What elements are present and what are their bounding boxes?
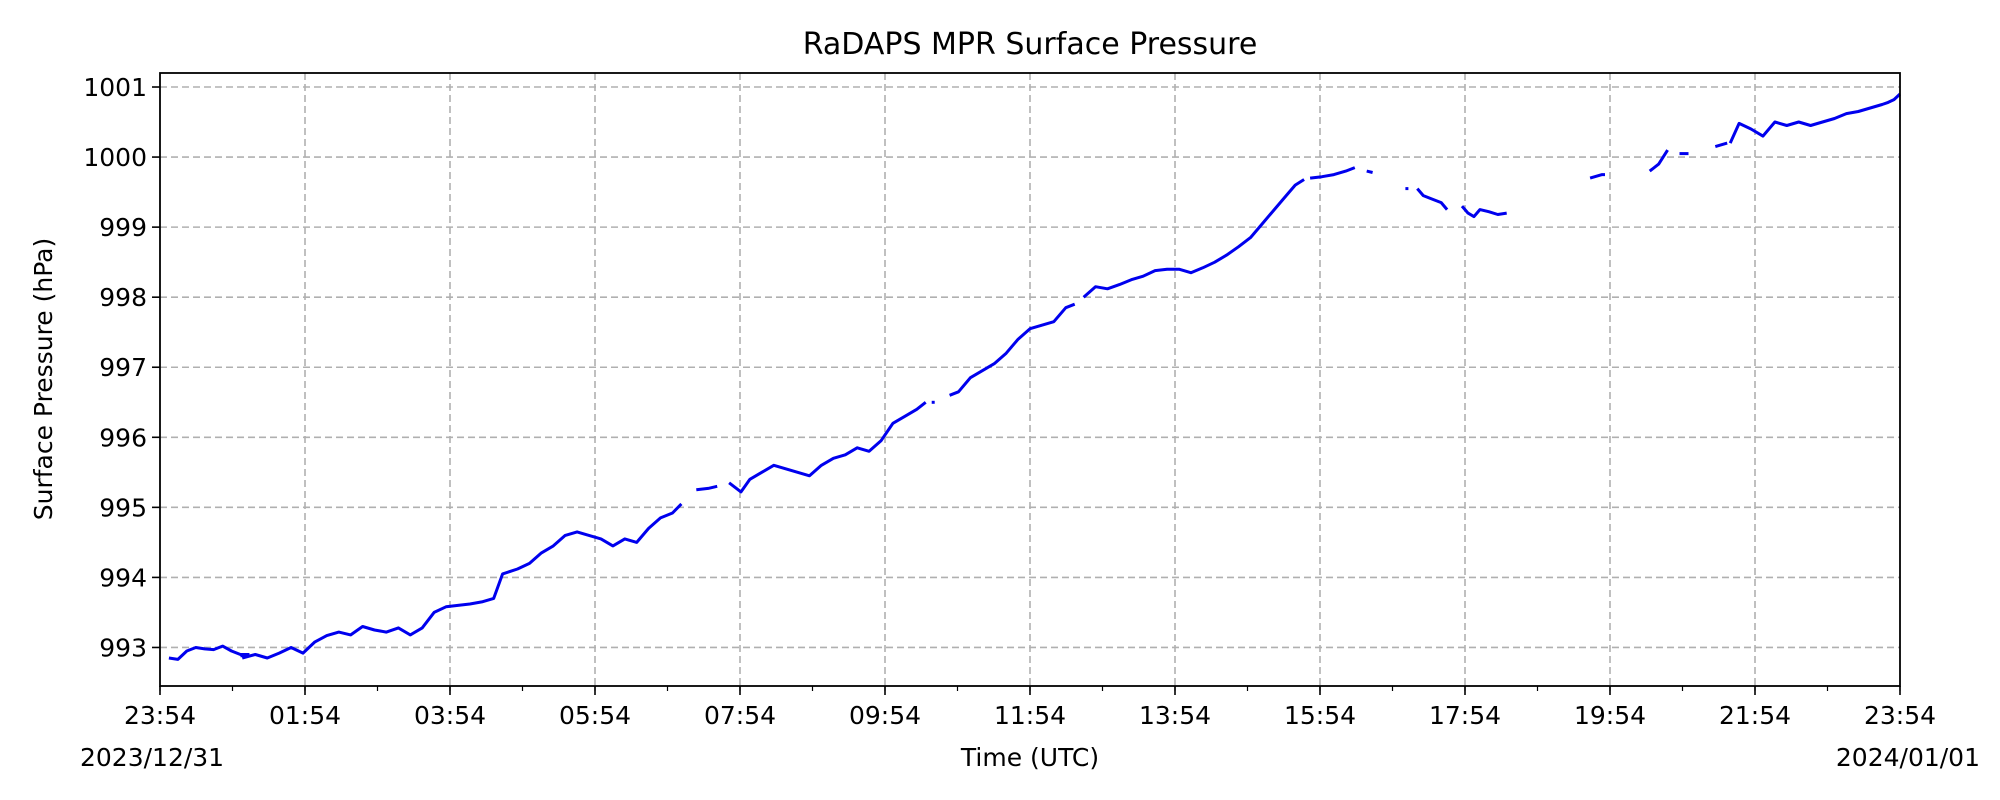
y-tick-label: 998	[99, 283, 147, 312]
series-line-segment	[728, 401, 927, 494]
y-tick-label: 999	[99, 213, 147, 242]
series-line-segment	[168, 644, 250, 661]
series-line-segment	[1728, 92, 1902, 144]
series-line-segment	[1589, 173, 1605, 180]
x-axis-label: Time (UTC)	[960, 743, 1099, 772]
x-start-date-label: 2023/12/31	[80, 743, 224, 772]
x-tick-label: 09:54	[849, 701, 921, 730]
series-pressure	[168, 92, 1902, 661]
series-line-segment	[1309, 166, 1356, 180]
series-line-segment	[1648, 149, 1669, 173]
chart-title: RaDAPS MPR Surface Pressure	[803, 27, 1258, 62]
x-tick-label: 15:54	[1284, 701, 1356, 730]
series-line-segment	[1082, 178, 1305, 299]
y-tick-label: 994	[99, 563, 147, 592]
series-line-segment	[1714, 141, 1728, 149]
series-line-segment	[696, 484, 718, 492]
series-line-segment	[1366, 169, 1373, 174]
series-line-segment	[1460, 205, 1507, 219]
x-tick-label: 01:54	[269, 701, 341, 730]
x-tick-label: 07:54	[704, 701, 776, 730]
y-tick-label: 997	[99, 353, 147, 382]
x-tick-label: 23:54	[1864, 701, 1936, 730]
series-line-segment	[949, 302, 1076, 397]
y-tick-label: 1000	[83, 143, 147, 172]
y-tick-label: 996	[99, 423, 147, 452]
x-tick-label: 11:54	[994, 701, 1066, 730]
x-tick-label: 21:54	[1719, 701, 1791, 730]
x-tick-label: 13:54	[1139, 701, 1211, 730]
axis-ticks: 993 994 995 996 997 998 999 1000 1001 23:54 01:54 0…	[83, 73, 1936, 730]
x-tick-label: 17:54	[1429, 701, 1501, 730]
series-line-segment	[240, 653, 250, 658]
y-axis-label: Surface Pressure (hPa)	[29, 238, 58, 521]
x-end-date-label: 2024/01/01	[1836, 743, 1980, 772]
y-tick-label: 993	[99, 633, 147, 662]
series-line-segment	[241, 502, 683, 660]
y-tick-label: 995	[99, 493, 147, 522]
x-tick-label: 23:54	[124, 701, 196, 730]
x-tick-label: 19:54	[1574, 701, 1646, 730]
y-tick-label: 1001	[83, 73, 147, 102]
x-tick-label: 05:54	[559, 701, 631, 730]
series-line-segment	[1416, 187, 1449, 211]
grid-lines	[160, 73, 1900, 686]
x-tick-label: 03:54	[414, 701, 486, 730]
